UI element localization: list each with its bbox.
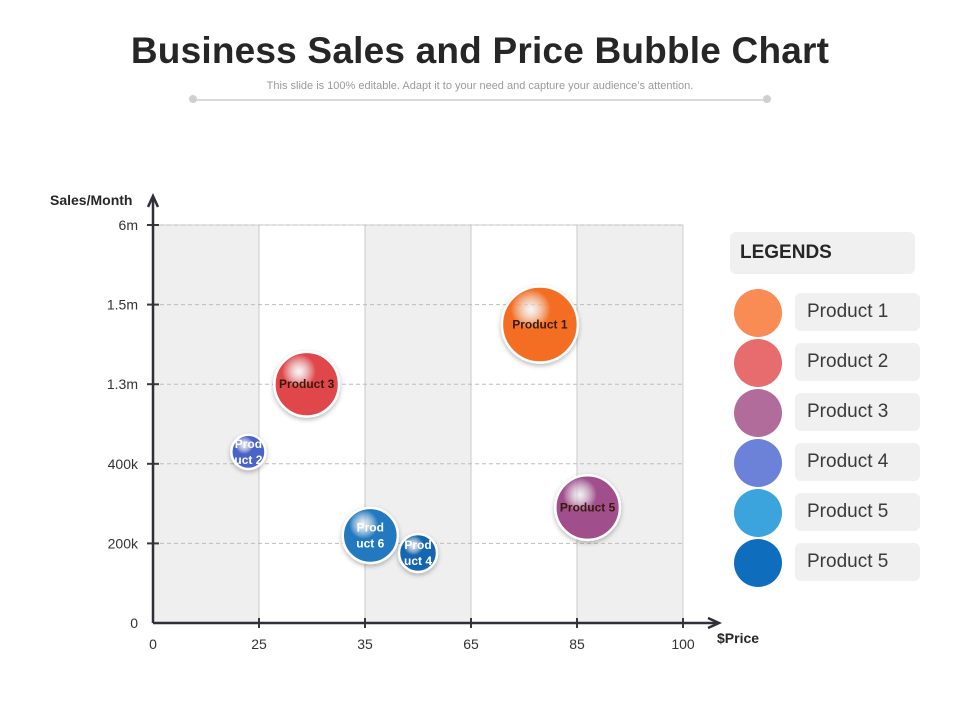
bubble-product-5 xyxy=(554,474,622,542)
legend-title: LEGENDS xyxy=(730,232,915,274)
plot-band xyxy=(471,225,577,623)
x-tick-label: 25 xyxy=(251,636,267,652)
legend-label: Product 1 xyxy=(795,293,920,331)
y-axis-arrow xyxy=(146,192,160,208)
legend-swatch xyxy=(734,289,782,337)
bubble-product-1 xyxy=(500,285,580,364)
plot-band xyxy=(259,225,365,623)
title-divider xyxy=(193,99,767,101)
x-tick-label: 85 xyxy=(569,636,585,652)
legend-item: Product 5 xyxy=(734,539,920,587)
legend-swatch xyxy=(734,489,782,537)
y-tick-label: 0 xyxy=(130,615,138,631)
divider-left-dot xyxy=(189,95,197,103)
legend-item: Product 1 xyxy=(734,289,920,337)
page-subtitle: This slide is 100% editable. Adapt it to… xyxy=(266,80,694,92)
x-axis-label: $Price xyxy=(717,630,759,646)
y-axis-label: Sales/Month xyxy=(50,192,132,208)
bubble-label: uct 2 xyxy=(234,453,262,467)
y-tick-label: 1.5m xyxy=(107,297,138,313)
bubble-product-3 xyxy=(273,350,341,418)
x-tick-label: 65 xyxy=(463,636,479,652)
bubble-product-6 xyxy=(341,506,400,565)
x-axis-arrow xyxy=(707,616,723,630)
legend-label: Product 5 xyxy=(795,543,920,581)
bubble-label: Prod xyxy=(404,538,431,552)
x-tick-label: 0 xyxy=(149,636,157,652)
bubble-label: Prod xyxy=(357,520,384,534)
bubble-label: Product 1 xyxy=(512,318,568,332)
page-title: Business Sales and Price Bubble Chart xyxy=(130,30,830,71)
y-tick-label: 200k xyxy=(108,535,139,551)
legend-swatch xyxy=(734,539,782,587)
y-tick-label: 400k xyxy=(108,456,139,472)
legend-item: Product 4 xyxy=(734,439,920,487)
legend-swatch xyxy=(734,389,782,437)
legend-item: Product 5 xyxy=(734,489,920,537)
bubble-label: Product 5 xyxy=(560,501,616,515)
legend-label: Product 5 xyxy=(795,493,920,531)
bubble-label: Product 3 xyxy=(279,377,335,391)
bubble-product-4 xyxy=(397,532,439,574)
legend-label: Product 2 xyxy=(795,343,920,381)
bubble-label: Prod xyxy=(235,437,262,451)
bubble-label: uct 6 xyxy=(356,536,384,550)
legend-label: Product 4 xyxy=(795,443,920,481)
x-tick-label: 100 xyxy=(671,636,695,652)
legend-swatch xyxy=(734,339,782,387)
legend-item: Product 3 xyxy=(734,389,920,437)
bubble-label: uct 4 xyxy=(404,554,432,568)
x-tick-label: 35 xyxy=(357,636,373,652)
legend-swatch xyxy=(734,439,782,487)
y-tick-label: 1.3m xyxy=(107,376,138,392)
legend-label: Product 3 xyxy=(795,393,920,431)
legend-item: Product 2 xyxy=(734,339,920,387)
y-tick-label: 6m xyxy=(119,217,138,233)
bubble-product-2 xyxy=(230,433,267,471)
plot-band xyxy=(153,225,259,623)
plot-band xyxy=(577,225,683,623)
divider-right-dot xyxy=(763,95,771,103)
